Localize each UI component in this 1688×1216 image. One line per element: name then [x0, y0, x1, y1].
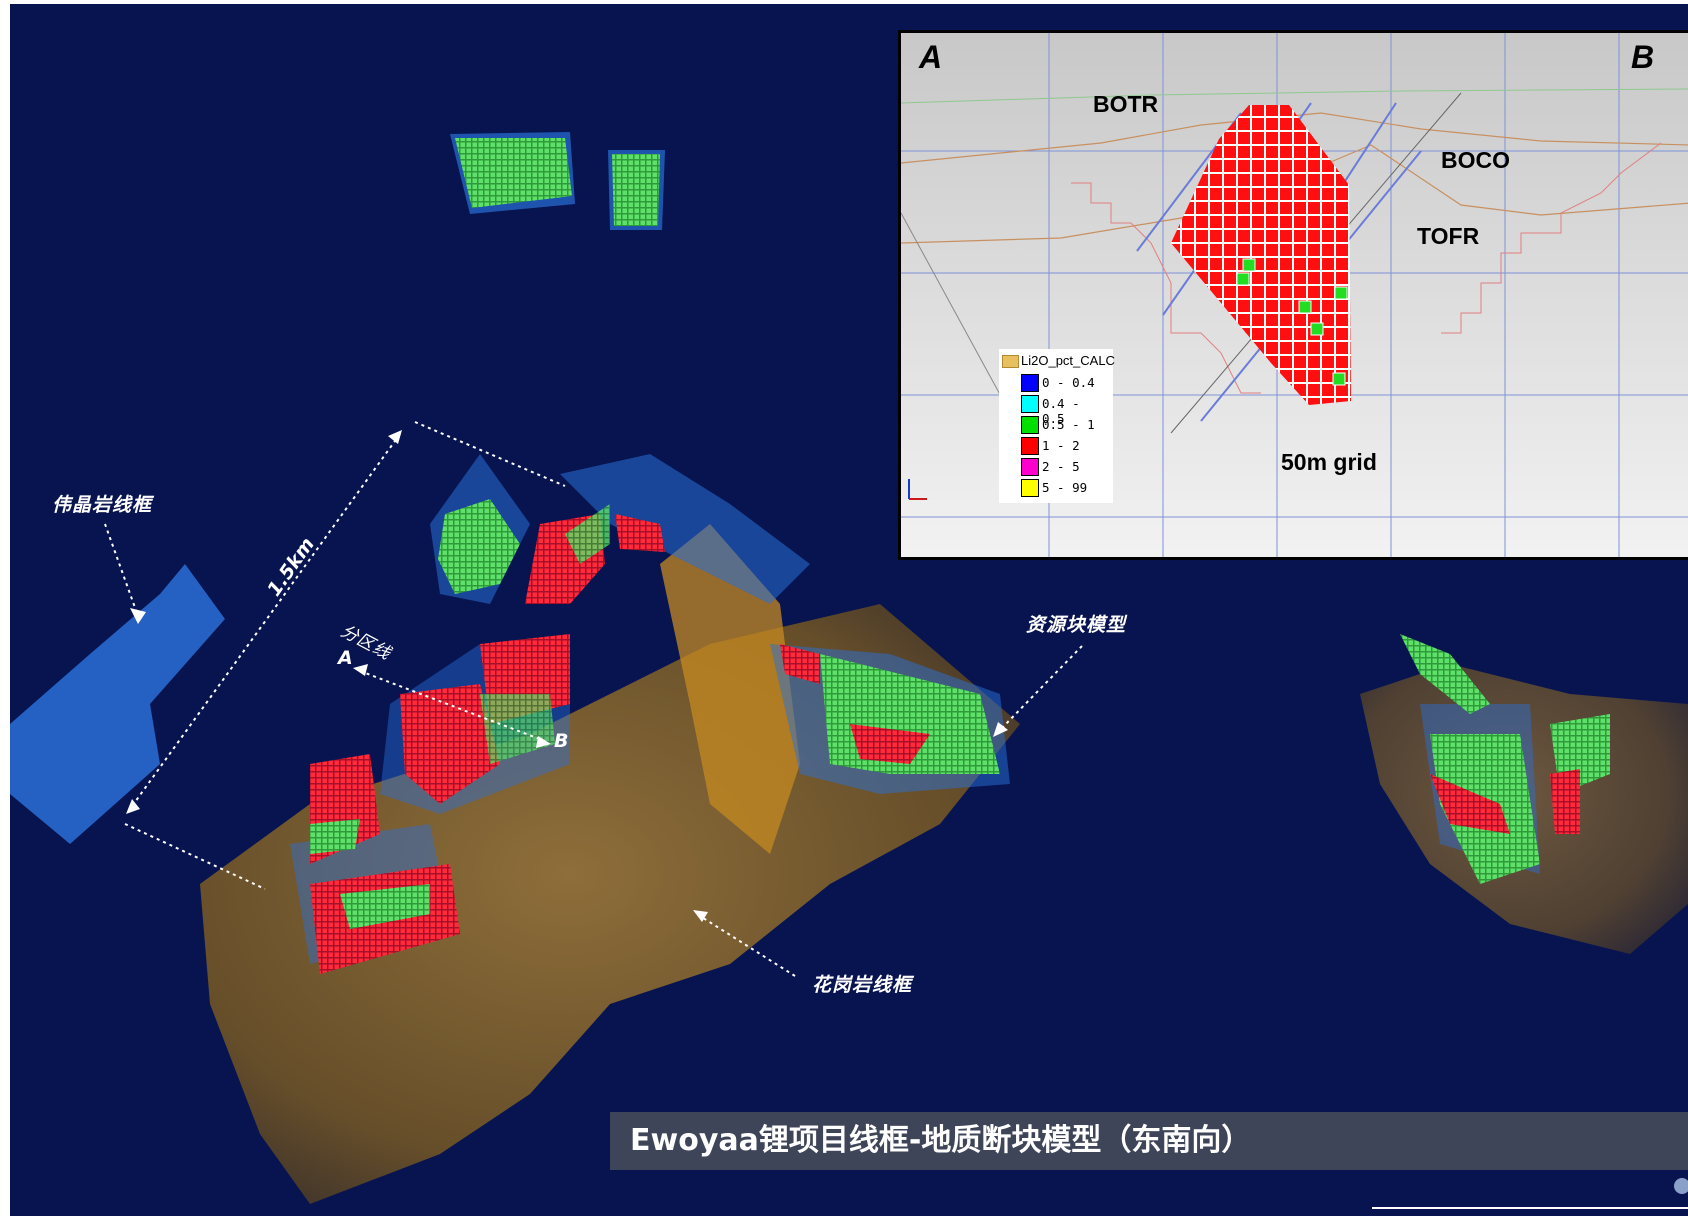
3d-model-viewport[interactable]: 伟晶岩线框 分区线 A B 1.5km 资源块模型 花岗岩线框 [10, 4, 1688, 1216]
grade-legend: Li2O_pct_CALC 0 - 0.4 0.4 - 0.5 0.5 - 1 … [999, 349, 1115, 503]
legend-range: 0.5 - 1 [1042, 417, 1095, 432]
legend-swatch [1021, 458, 1039, 476]
geological-model-render [10, 132, 1688, 1209]
zone-label-botr: BOTR [1093, 91, 1159, 117]
inset-corner-a: A [919, 39, 943, 75]
zone-label-boco: BOCO [1441, 147, 1510, 173]
arrowheads [126, 430, 1008, 922]
legend-swatch [1021, 416, 1039, 434]
legend-title: Li2O_pct_CALC [1021, 353, 1115, 368]
legend-range: 0 - 0.4 [1042, 375, 1095, 390]
figure-caption: Ewoyaa锂项目线框-地质断块模型（东南向） [610, 1112, 1688, 1170]
zone-label-tofr: TOFR [1417, 223, 1480, 249]
legend-item: 2 - 5 [1009, 457, 1109, 476]
inset-corner-b: B [1631, 39, 1655, 75]
legend-swatch [1021, 395, 1039, 413]
legend-item: 1 - 2 [1009, 436, 1109, 455]
legend-range: 1 - 2 [1042, 438, 1080, 453]
scale-bar [1372, 1178, 1688, 1209]
orebody-section [1171, 105, 1351, 405]
point-b-label: B [554, 730, 569, 752]
folder-icon [1002, 355, 1019, 368]
legend-range: 5 - 99 [1042, 480, 1088, 495]
point-a-label: A [338, 647, 353, 669]
legend-item: 5 - 99 [1009, 478, 1109, 497]
legend-swatch [1021, 437, 1039, 455]
green-cells [1236, 258, 1348, 386]
pegmatite-wireframe-label: 伟晶岩线框 [52, 494, 153, 516]
legend-swatch [1021, 479, 1039, 497]
legend-item: 0 - 0.4 [1009, 373, 1109, 392]
grid-label: 50m grid [1281, 449, 1377, 475]
legend-item: 0.5 - 1 [1009, 415, 1109, 434]
resource-block-model-label: 资源块模型 [1026, 614, 1127, 636]
legend-swatch [1021, 374, 1039, 392]
granite-wireframe-label: 花岗岩线框 [812, 974, 913, 996]
annotation-arrows [104, 421, 1083, 977]
legend-item: 0.4 - 0.5 [1009, 394, 1109, 426]
legend-range: 2 - 5 [1042, 459, 1080, 474]
legend-range: 0.4 - 0.5 [1042, 396, 1080, 426]
resource-block-model [310, 138, 1610, 974]
cross-section-inset: A B BOTR BOCO TOFR 50m grid Li2O_pct_CAL… [898, 30, 1688, 560]
